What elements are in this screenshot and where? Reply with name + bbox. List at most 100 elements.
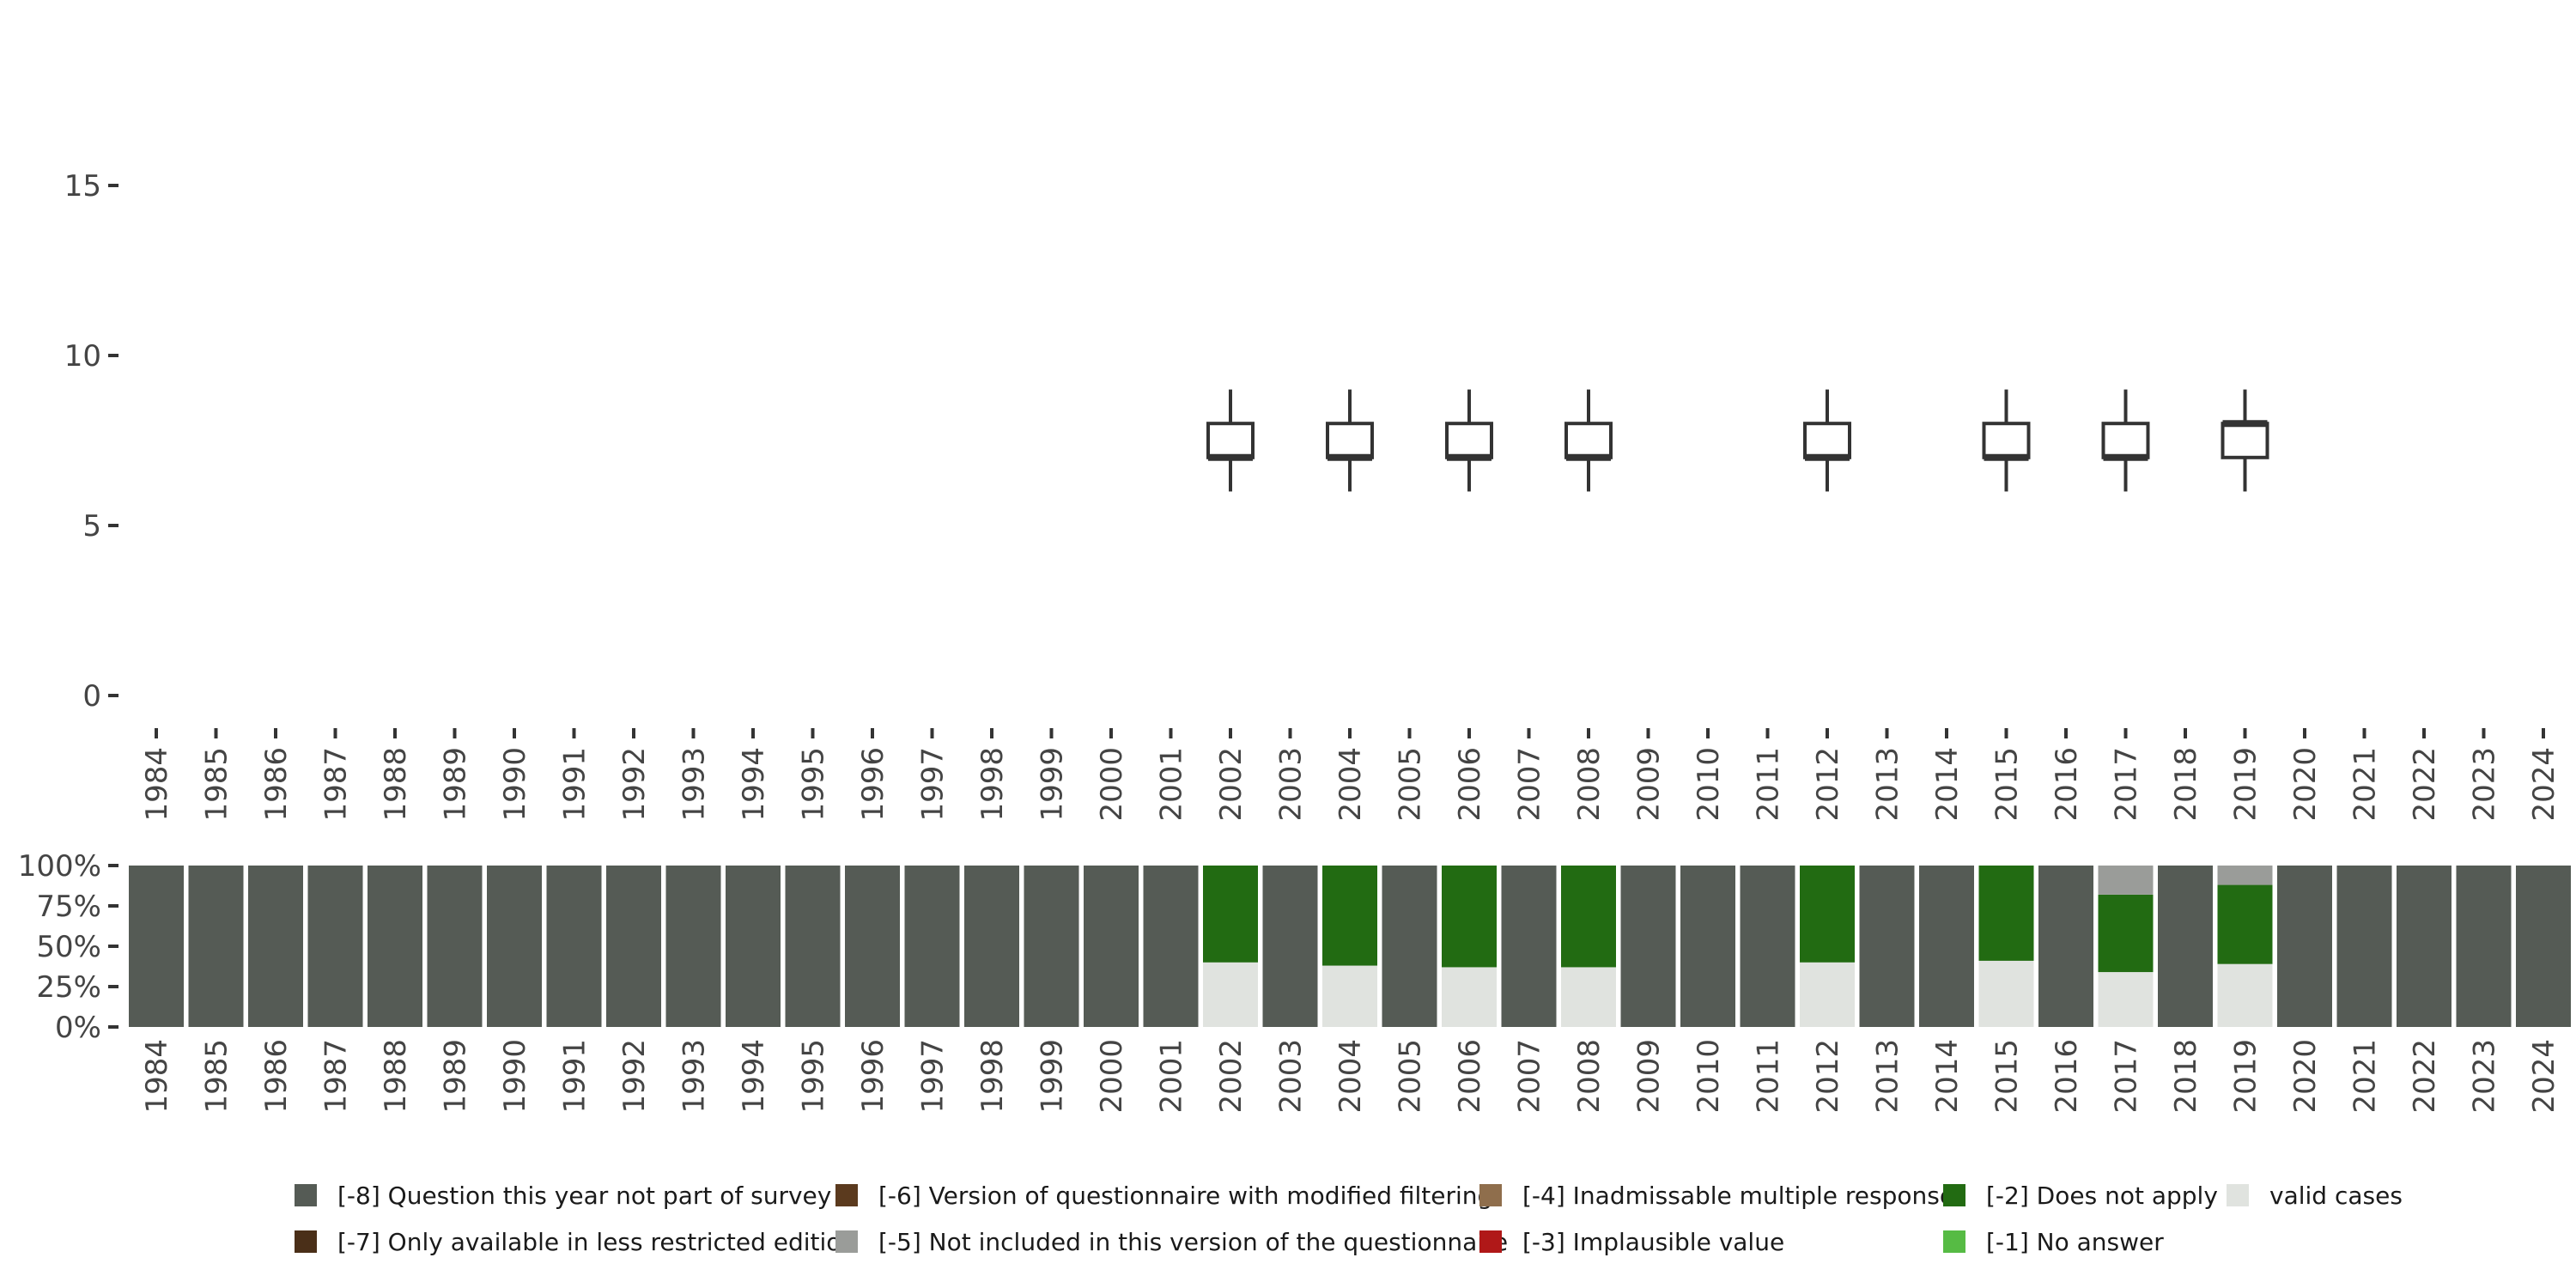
- bar-x-tick-label: 1984: [140, 1039, 174, 1114]
- bar-segment-not-in-version: [2217, 866, 2273, 885]
- bar-x-tick-label: 1988: [379, 1039, 413, 1114]
- box-2019: [2221, 389, 2269, 492]
- bar-segment-not-surveyed: [845, 866, 900, 1027]
- bar-2008: [1561, 866, 1616, 1027]
- bar-segment-not-surveyed: [1740, 866, 1795, 1027]
- bar-1990: [487, 866, 542, 1027]
- bar-segment-not-surveyed: [1620, 866, 1676, 1027]
- box-2017: [2101, 389, 2150, 492]
- bar-2013: [1859, 866, 1915, 1027]
- bar-segment-not-surveyed: [606, 866, 661, 1027]
- x-tick-label: 2019: [2229, 747, 2263, 822]
- legend-swatch: [835, 1184, 858, 1206]
- legend-item-valid: valid cases: [2227, 1182, 2403, 1210]
- bar-segment-not-surveyed: [2336, 866, 2392, 1027]
- bar-segment-does-not-apply: [1800, 866, 1855, 963]
- bar-segment-not-surveyed: [129, 866, 184, 1027]
- bar-segment-not-surveyed: [1680, 866, 1735, 1027]
- bar-x-tick-label: 1993: [677, 1039, 712, 1114]
- x-tick-label: 1995: [797, 747, 831, 822]
- bar-x-tick-label: 1990: [498, 1039, 532, 1114]
- bar-segment-not-surveyed: [785, 866, 841, 1027]
- bar-segment-not-surveyed: [964, 866, 1019, 1027]
- bar-segment-valid: [1800, 962, 1855, 1027]
- legend-swatch: [1943, 1230, 1965, 1253]
- x-tick-label: 2005: [1394, 747, 1428, 822]
- bar-segment-valid: [1978, 960, 2034, 1027]
- bar-1994: [726, 866, 781, 1027]
- x-tick-label: 2016: [2050, 747, 2084, 822]
- legend-label: valid cases: [2269, 1182, 2403, 1210]
- bar-x-tick-label: 2005: [1394, 1039, 1428, 1114]
- bar-2011: [1740, 866, 1795, 1027]
- bar-2007: [1501, 866, 1557, 1027]
- box-iqr: [1564, 422, 1613, 459]
- bar-segment-not-surveyed: [1919, 866, 1974, 1027]
- bar-x-tick-label: 2015: [1990, 1039, 2025, 1114]
- y-tick-label: 0: [82, 679, 101, 714]
- bar-x-tick-label: 1992: [617, 1039, 652, 1114]
- bar-1999: [1024, 866, 1079, 1027]
- x-tick-label: 2017: [2110, 747, 2144, 822]
- x-tick-label: 1987: [319, 747, 354, 822]
- bar-2023: [2456, 866, 2512, 1027]
- bar-1996: [845, 866, 900, 1027]
- bar-x-tick-label: 2013: [1871, 1039, 1905, 1114]
- x-tick-label: 2024: [2527, 747, 2561, 822]
- bar-1986: [248, 866, 303, 1027]
- boxplot-x-axis: 1984 1985 1986 1987 1988 1989 1990 1991 1992 1993…: [140, 728, 2561, 822]
- bar-x-tick-label: 2018: [2169, 1039, 2203, 1114]
- bar-x-tick-label: 2009: [1632, 1039, 1667, 1114]
- bar-x-tick-label: 1999: [1036, 1039, 1070, 1114]
- box-iqr: [1445, 422, 1493, 459]
- bar-segment-does-not-apply: [1203, 866, 1258, 963]
- x-tick-label: 2002: [1214, 747, 1249, 822]
- bar-x-tick-label: 2001: [1155, 1039, 1189, 1114]
- bar-x-tick-label: 2019: [2229, 1039, 2263, 1114]
- bar-x-tick-label: 2017: [2110, 1039, 2144, 1114]
- bar-x-tick-label: 2002: [1214, 1039, 1249, 1114]
- bar-segment-not-surveyed: [368, 866, 422, 1027]
- bar-x-tick-label: 1998: [975, 1039, 1010, 1114]
- bar-x-tick-label: 2024: [2527, 1039, 2561, 1114]
- x-tick-label: 1985: [200, 747, 234, 822]
- bar-segment-not-surveyed: [487, 866, 542, 1027]
- bar-segment-not-surveyed: [904, 866, 960, 1027]
- bar-x-tick-label: 2000: [1095, 1039, 1129, 1114]
- legend-label: [-3] Implausible value: [1522, 1228, 1784, 1256]
- boxplot-marks: [1206, 389, 2269, 492]
- legend-item--1: [-1] No answer: [1943, 1228, 2164, 1256]
- x-tick-label: 2018: [2169, 747, 2203, 822]
- x-tick-label: 1998: [975, 747, 1010, 822]
- x-tick-label: 2009: [1632, 747, 1667, 822]
- bar-segment-valid: [1442, 967, 1497, 1027]
- bar-segment-not-surveyed: [248, 866, 303, 1027]
- x-tick-label: 1994: [737, 747, 771, 822]
- box-2012: [1803, 389, 1851, 492]
- legend-item--6: [-6] Version of questionnaire with modif…: [835, 1182, 1492, 1210]
- bar-x-tick-label: 1996: [856, 1039, 890, 1114]
- bar-x-tick-label: 1995: [797, 1039, 831, 1114]
- x-tick-label: 1997: [916, 747, 951, 822]
- bar-segment-not-surveyed: [726, 866, 781, 1027]
- bar-x-tick-label: 2003: [1274, 1039, 1309, 1114]
- bar-x-tick-label: 2008: [1572, 1039, 1607, 1114]
- bar-x-tick-label: 2010: [1692, 1039, 1726, 1114]
- bar-segment-not-surveyed: [1084, 866, 1139, 1027]
- bar-x-tick-label: 2023: [2468, 1039, 2502, 1114]
- box-2015: [1982, 389, 2031, 492]
- bar-x-tick-label: 1985: [200, 1039, 234, 1114]
- bar-2009: [1620, 866, 1676, 1027]
- bar-x-tick-label: 1997: [916, 1039, 951, 1114]
- bar-segment-valid: [1322, 965, 1377, 1027]
- x-tick-label: 2014: [1930, 747, 1965, 822]
- bar-segment-not-surveyed: [2038, 866, 2093, 1027]
- legend-item--4: [-4] Inadmissable multiple response: [1479, 1182, 1954, 1210]
- x-tick-label: 2013: [1871, 747, 1905, 822]
- legend-item--8: [-8] Question this year not part of surv…: [295, 1182, 831, 1210]
- bar-y-tick-label: 25%: [36, 970, 101, 1005]
- bar-2005: [1382, 866, 1437, 1027]
- legend-label: [-8] Question this year not part of surv…: [337, 1182, 831, 1210]
- bar-2006: [1442, 866, 1497, 1027]
- x-tick-label: 1990: [498, 747, 532, 822]
